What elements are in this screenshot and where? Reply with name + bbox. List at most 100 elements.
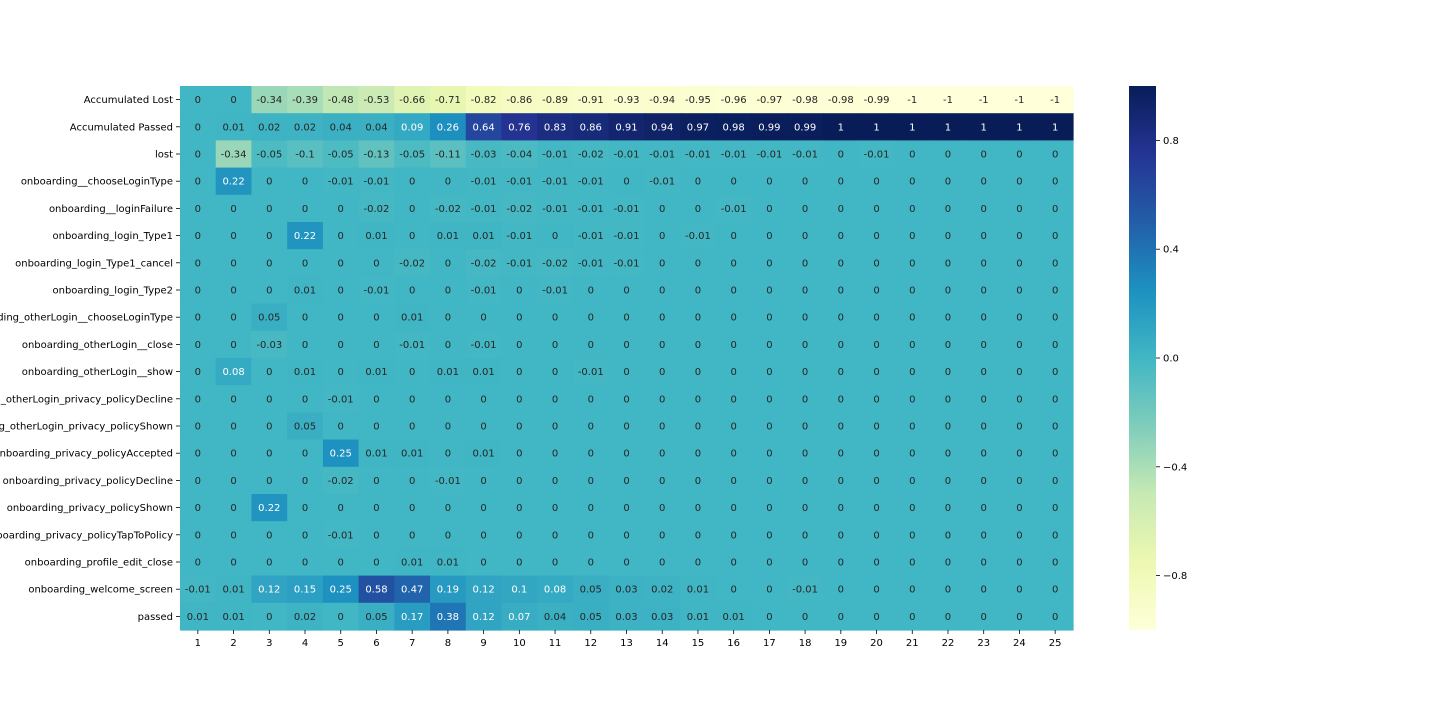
- heatmap-cell: [215, 548, 253, 577]
- cell-value-label: 0: [981, 585, 987, 596]
- heatmap-cell: [894, 194, 931, 223]
- cell-value-label: 0: [838, 476, 844, 487]
- heatmap-cell: [751, 412, 788, 441]
- cell-value-label: 1: [838, 122, 844, 133]
- heatmap-cell: [358, 548, 395, 577]
- cell-value-label: 0: [730, 367, 736, 378]
- cell-value-label: 0: [1052, 204, 1058, 215]
- heatmap-cell: [822, 358, 860, 386]
- cell-value-label: -0.53: [364, 95, 390, 106]
- cell-value-label: 0: [802, 530, 808, 541]
- cell-value-label: 0.22: [222, 177, 244, 188]
- cell-value-label: -0.1: [295, 150, 315, 161]
- x-tick-label: 9: [480, 638, 486, 649]
- heatmap-cell: [894, 276, 931, 305]
- heatmap-cell: [465, 412, 503, 441]
- heatmap-cell: [537, 86, 574, 114]
- heatmap-cell: [715, 113, 753, 141]
- cell-value-label: 0.01: [365, 367, 387, 378]
- heatmap-cell: [787, 140, 824, 169]
- cell-value-label: 0: [623, 177, 629, 188]
- cell-value-label: 0: [230, 258, 236, 269]
- cell-value-label: 0: [659, 367, 665, 378]
- cell-value-label: 0: [1016, 585, 1022, 596]
- cell-value-label: 0: [695, 340, 701, 351]
- cell-value-label: 0: [409, 177, 415, 188]
- y-tick-label: onboarding_privacy_policyDecline: [3, 476, 173, 487]
- cell-value-label: 0: [1016, 286, 1022, 297]
- x-tick-label: 16: [727, 638, 740, 649]
- colorbar-gradient: [1129, 86, 1156, 630]
- cell-value-label: 0: [409, 530, 415, 541]
- cell-value-label: -1: [943, 95, 953, 106]
- heatmap-cell: [930, 385, 967, 413]
- heatmap-cell: [608, 385, 645, 413]
- heatmap-cell: [537, 276, 574, 305]
- cell-value-label: -0.01: [864, 150, 890, 161]
- heatmap-cell: [358, 113, 395, 141]
- heatmap-cell: [858, 602, 895, 631]
- heatmap-cell: [180, 249, 217, 277]
- heatmap-cell: [787, 494, 824, 522]
- heatmap-cell: [572, 548, 610, 577]
- cell-value-label: 0: [659, 530, 665, 541]
- cell-value-label: 0.64: [472, 122, 494, 133]
- cell-value-label: -0.01: [578, 367, 604, 378]
- heatmap-cell: [465, 575, 503, 604]
- heatmap-cell: [751, 113, 788, 141]
- cell-value-label: -0.02: [578, 150, 604, 161]
- heatmap-cell: [501, 303, 538, 332]
- cell-value-label: 0: [730, 286, 736, 297]
- heatmap-cell: [608, 548, 645, 577]
- heatmap-cell: [358, 249, 395, 277]
- cell-value-label: -0.01: [328, 177, 354, 188]
- cell-value-label: 0: [1016, 177, 1022, 188]
- cell-value-label: -0.01: [614, 150, 640, 161]
- cell-value-label: 0: [230, 313, 236, 324]
- heatmap-cell: [322, 494, 360, 522]
- heatmap-cell: [358, 86, 395, 114]
- heatmap-cell: [680, 222, 717, 250]
- cell-value-label: 0: [945, 367, 951, 378]
- heatmap-cell: [287, 86, 324, 114]
- cell-value-label: 0: [981, 204, 987, 215]
- cell-value-label: 0: [838, 585, 844, 596]
- heatmap-cell: [537, 602, 574, 631]
- heatmap-cell: [215, 575, 253, 604]
- cell-value-label: 0: [1016, 340, 1022, 351]
- heatmap-cell: [180, 113, 217, 141]
- cell-value-label: 1: [981, 122, 987, 133]
- cell-value-label: 0: [695, 367, 701, 378]
- heatmap-cell: [965, 330, 1003, 359]
- heatmap-cell: [287, 548, 324, 577]
- heatmap-cell: [751, 358, 788, 386]
- cell-value-label: -0.01: [685, 231, 711, 242]
- heatmap-cell: [894, 140, 931, 169]
- cell-value-label: 0: [1052, 503, 1058, 514]
- heatmap-cell: [1001, 167, 1038, 196]
- heatmap-cell: [465, 494, 503, 522]
- cell-value-label: -0.98: [792, 95, 818, 106]
- heatmap-cell: [358, 222, 395, 250]
- heatmap-cell: [394, 548, 431, 577]
- cell-value-label: 0.01: [222, 585, 244, 596]
- heatmap-cell: [965, 521, 1003, 549]
- heatmap-cell: [394, 466, 431, 495]
- heatmap-cell: [501, 330, 538, 359]
- heatmap-cell: [751, 167, 788, 196]
- cell-value-label: 0: [695, 422, 701, 433]
- cell-value-label: 0: [766, 394, 772, 405]
- heatmap-cell: [751, 466, 788, 495]
- colorbar-tick-label: −0.4: [1163, 462, 1187, 473]
- cell-value-label: 0: [230, 231, 236, 242]
- heatmap-cell: [215, 330, 253, 359]
- heatmap-cell: [608, 575, 645, 604]
- cell-value-label: 0: [1052, 585, 1058, 596]
- heatmap-cell-labels: 0 0 -0.34 -0.39 -0.48 -0.53 -0.66 -0.71 -0.82 -0.…: [185, 95, 1060, 623]
- cell-value-label: 0: [373, 422, 379, 433]
- cell-value-label: 0: [409, 503, 415, 514]
- cell-value-label: 0: [802, 503, 808, 514]
- cell-value-label: 0: [195, 394, 201, 405]
- heatmap-cell: [215, 466, 253, 495]
- cell-value-label: -0.01: [542, 177, 568, 188]
